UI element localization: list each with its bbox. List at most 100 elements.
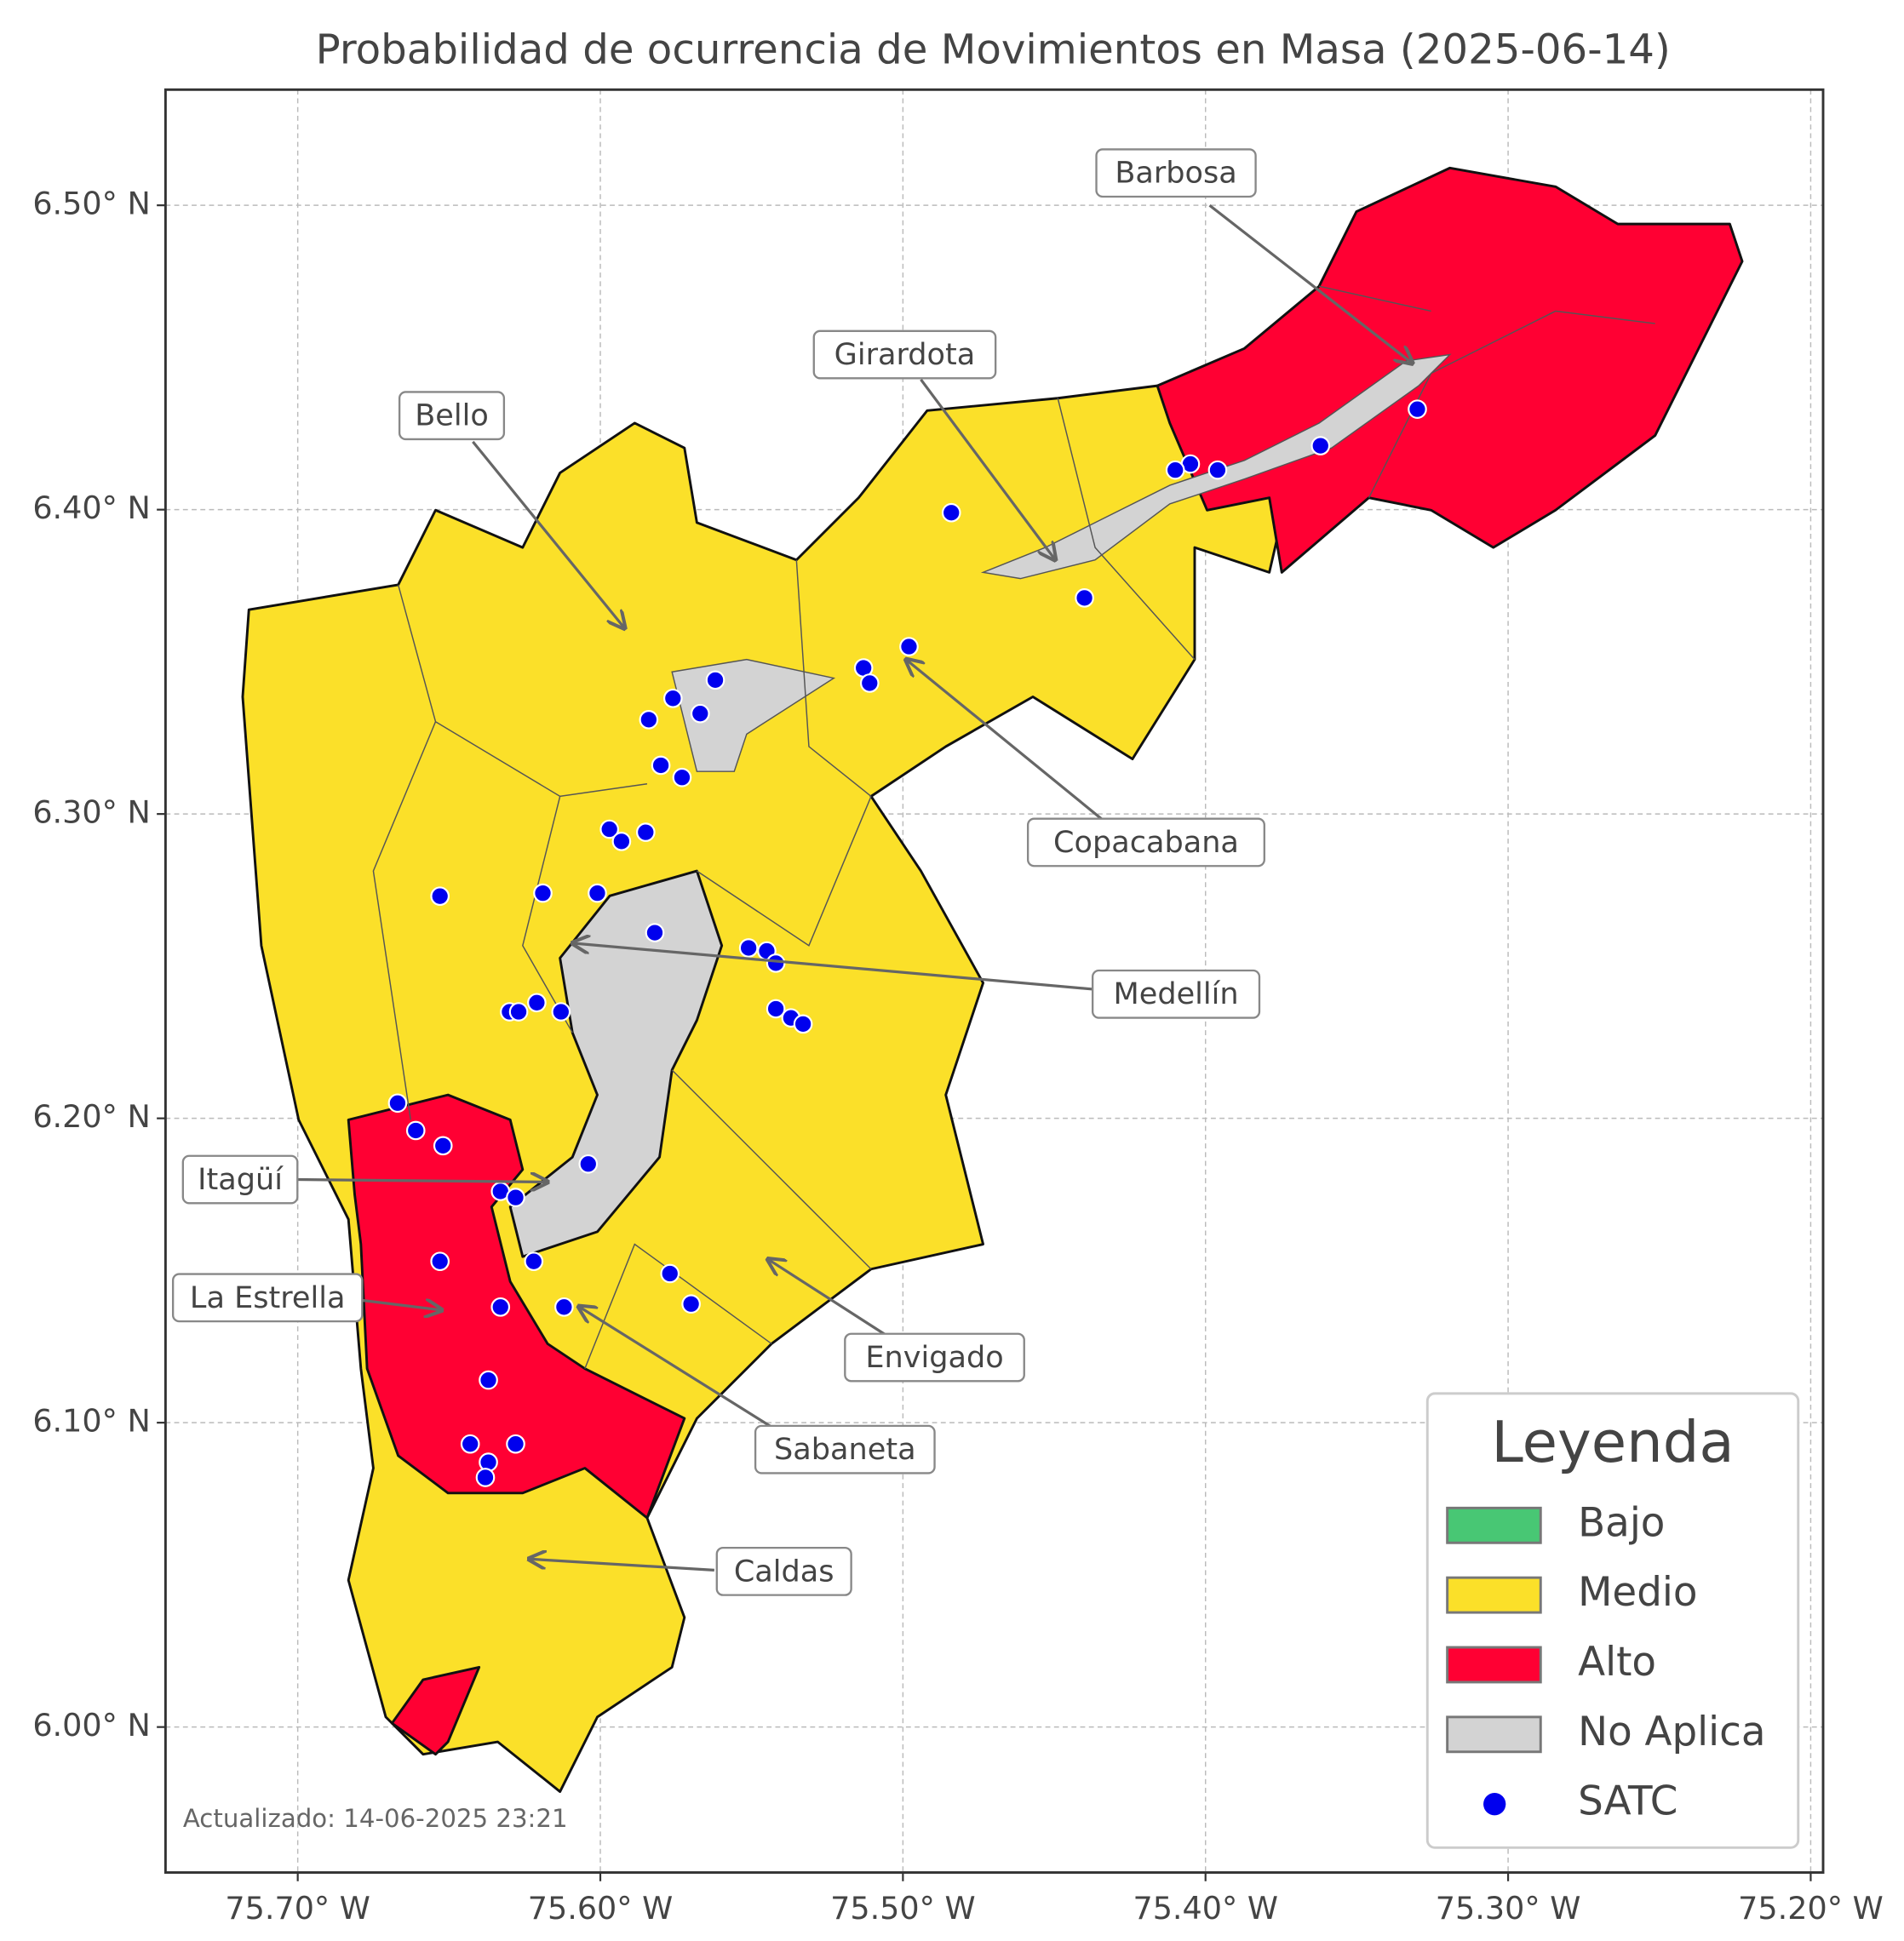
satc-point (639, 710, 659, 730)
satc-point (599, 819, 620, 839)
satc-point (645, 923, 665, 942)
satc-point (524, 1251, 544, 1272)
annotation-arrow (920, 378, 1055, 560)
satc-point (1165, 460, 1185, 480)
axes: 75.70° W 75.60° W 75.50° W 75.40° W 75.30° W… (32, 186, 1883, 1927)
district-borders (372, 285, 1655, 1369)
y-tick-label: 6.20° N (32, 1098, 150, 1135)
satc-point (479, 1370, 498, 1390)
legend-title: Leyenda (1491, 1409, 1734, 1475)
annotation-arrow (1208, 203, 1413, 364)
satc-point (651, 755, 671, 776)
satc-point (527, 993, 547, 1013)
annotation-arrow (579, 1307, 779, 1433)
annotation-arrow (572, 943, 1093, 991)
footnote: Actualizado: 14-06-2025 23:21 (183, 1804, 568, 1833)
legend-label: Medio (1578, 1570, 1697, 1616)
y-tick-label: 6.10° N (32, 1403, 150, 1440)
satc-point (941, 502, 961, 523)
legend-label: Alto (1578, 1640, 1656, 1686)
satc-point (635, 822, 656, 842)
annotation-label: Sabaneta (774, 1432, 916, 1467)
region-no-aplica (980, 353, 1452, 580)
satc-point (588, 883, 607, 903)
satc-point (460, 1434, 480, 1454)
satc-point (738, 938, 759, 958)
satc-point (766, 953, 786, 973)
legend-swatch (1446, 1715, 1542, 1754)
annotations: Barbosa Girardota Bello Copacabana Medel… (171, 148, 1413, 1596)
x-tick-label: 75.60° W (528, 1890, 674, 1927)
satc-point (766, 999, 786, 1019)
region-alto (347, 1093, 686, 1520)
satc-point (1310, 436, 1331, 455)
legend-label: SATC (1578, 1779, 1677, 1825)
x-tick-label: 75.20° W (1738, 1890, 1884, 1927)
satc-point (506, 1434, 525, 1454)
y-tick-label: 6.40° N (32, 490, 150, 526)
x-tick-label: 75.40° W (1133, 1890, 1278, 1927)
y-tick-label: 6.50° N (32, 186, 150, 222)
x-tick-label: 75.30° W (1436, 1890, 1581, 1927)
satc-point (506, 1188, 525, 1207)
annotation-arrow (360, 1300, 442, 1310)
satc-point (475, 1468, 496, 1487)
region-alto (390, 1665, 481, 1756)
legend-swatch (1446, 1506, 1542, 1544)
satc-point (433, 1136, 453, 1156)
satc-point (899, 637, 919, 656)
legend-label: No Aplica (1578, 1709, 1765, 1755)
satc-point (690, 703, 710, 724)
annotation-label: Caldas (734, 1554, 834, 1589)
annotation-arrow (529, 1559, 714, 1572)
satc-point (490, 1297, 511, 1317)
satc-point (859, 673, 880, 693)
annotation-label: Bello (415, 398, 489, 433)
satc-point (551, 1002, 571, 1022)
legend-swatch (1446, 1576, 1542, 1614)
satc-point (387, 1093, 408, 1114)
annotation-label: Girardota (834, 337, 976, 372)
region-alto (1156, 166, 1744, 574)
annotation-arrow (472, 440, 624, 628)
y-tick-label: 6.30° N (32, 794, 150, 831)
legend-label: Bajo (1578, 1500, 1665, 1546)
map-title: Probabilidad de ocurrencia de Movimiento… (316, 26, 1671, 73)
region-no-aplica (508, 869, 724, 1258)
satc-point (681, 1294, 701, 1314)
annotation-arrow (768, 1259, 891, 1339)
x-tick-label: 75.70° W (225, 1890, 370, 1927)
satc-point (533, 883, 553, 903)
annotation-arrow (295, 1180, 548, 1182)
satc-point (1207, 460, 1228, 480)
satc-point (1075, 588, 1094, 608)
satc-point (508, 1002, 529, 1022)
satc-point (1408, 399, 1427, 420)
annotation-label: Copacabana (1053, 825, 1239, 860)
satc-point (793, 1014, 813, 1034)
annotation-label: Barbosa (1115, 156, 1236, 191)
annotation-arrow (906, 660, 1103, 820)
y-tick-label: 6.00° N (32, 1707, 150, 1743)
satc-point (554, 1297, 574, 1317)
satc-point (430, 886, 450, 907)
legend-marker (1483, 1793, 1506, 1816)
satc-point (405, 1120, 426, 1141)
annotation-label: Envigado (865, 1340, 1003, 1375)
satc-point (611, 832, 632, 851)
satc-point (430, 1251, 450, 1272)
frame (163, 88, 1825, 1875)
annotation-label: La Estrella (190, 1280, 346, 1315)
satc-points (387, 399, 1427, 1487)
annotation-label: Medellín (1114, 976, 1239, 1011)
legend-items: Bajo Medio Alto No Aplica SATC (1446, 1500, 1766, 1825)
annotation-label: Itagüí (198, 1162, 284, 1197)
legend: Leyenda Bajo Medio Alto No Aplica SATC (1425, 1392, 1800, 1849)
legend-swatch (1446, 1646, 1542, 1684)
satc-point (578, 1154, 599, 1174)
x-tick-label: 75.50° W (830, 1890, 976, 1927)
satc-point (705, 670, 725, 690)
satc-point (660, 1263, 680, 1284)
satc-point (672, 767, 692, 787)
